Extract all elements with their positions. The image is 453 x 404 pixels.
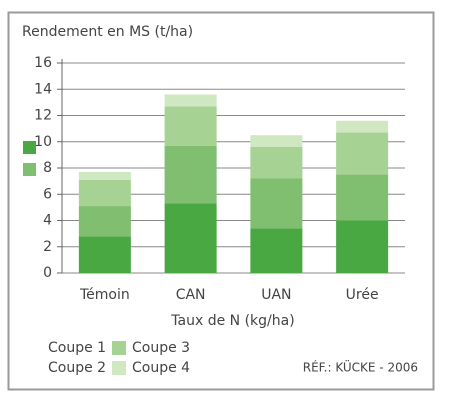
bar-segment (78, 179, 131, 207)
legend-swatch (23, 163, 36, 176)
bar-segment (250, 135, 303, 147)
bar-segment (164, 106, 217, 146)
x-tick-label: Témoin (79, 287, 130, 303)
bar-segment (78, 206, 131, 237)
y-tick-label: 8 (43, 160, 52, 176)
chart-title: Rendement en MS (t/ha) (22, 24, 193, 40)
bar-segment (336, 120, 389, 133)
bar-segment (250, 147, 303, 179)
legend-label: Coupe 2 (48, 360, 106, 376)
bar-segment (336, 174, 389, 221)
bar-segment (164, 94, 217, 107)
legend-label: Coupe 3 (132, 340, 190, 356)
y-tick-label: 16 (34, 55, 52, 71)
x-tick-label: CAN (176, 287, 206, 303)
legend-label: Coupe 1 (48, 340, 106, 356)
bar-segment (336, 220, 389, 273)
y-tick-label: 14 (34, 81, 52, 97)
legend-swatch (23, 141, 36, 154)
y-tick-label: 6 (43, 186, 52, 202)
legend-swatch (112, 341, 126, 355)
y-tick-label: 0 (43, 265, 52, 281)
y-tick-label: 12 (34, 108, 52, 124)
y-tick-label: 2 (43, 239, 52, 255)
bar-segment (250, 178, 303, 229)
bar-segment (164, 203, 217, 273)
y-tick-label: 4 (43, 213, 52, 229)
bar-segment (336, 132, 389, 175)
reference: RÉF.: KÜCKE - 2006 (303, 359, 418, 375)
y-tick-label: 10 (34, 134, 52, 150)
x-axis-label: Taux de N (kg/ha) (170, 313, 294, 329)
legend-label: Coupe 4 (132, 360, 190, 376)
frame (7, 11, 435, 391)
bar-segment (250, 228, 303, 273)
x-tick-label: Urée (346, 287, 379, 303)
bar-segment (78, 236, 131, 273)
bar-segment (78, 171, 131, 180)
bar-segment (164, 145, 217, 204)
legend-swatch (112, 361, 126, 375)
x-tick-label: UAN (261, 287, 291, 303)
